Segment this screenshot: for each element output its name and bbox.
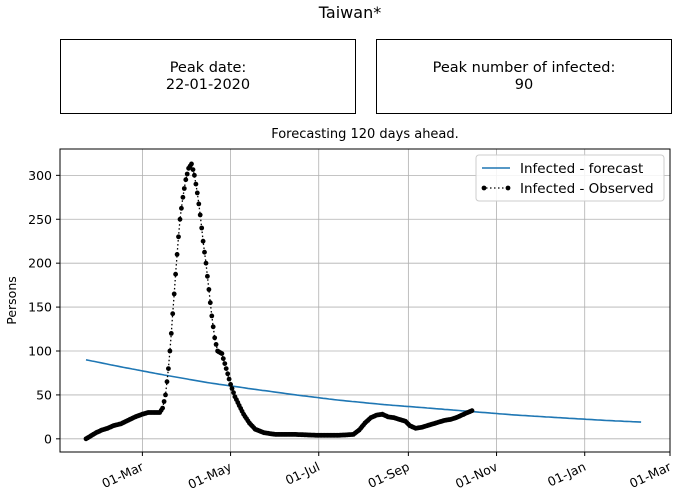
observed-point <box>164 379 170 385</box>
observed-point <box>177 216 183 222</box>
observed-point <box>176 234 181 240</box>
observed-point <box>194 190 200 196</box>
observed-point <box>174 252 180 257</box>
plot-frame <box>59 148 671 453</box>
observed-point <box>160 405 166 411</box>
observed-point <box>202 249 207 255</box>
peak-date-value: 22-01-2020 <box>165 76 251 93</box>
observed-point <box>197 212 203 218</box>
observed-point <box>171 291 177 297</box>
observed-point <box>222 361 228 366</box>
observed-point <box>179 205 184 211</box>
y-tick-label: 250 <box>28 212 52 227</box>
legend-entry-observed: Infected - Observed <box>520 181 654 197</box>
y-tick-label: 150 <box>28 300 52 315</box>
peak-date-box: Peak date: 22-01-2020 <box>60 39 356 114</box>
chart-subtitle: Forecasting 120 days ahead. <box>271 127 459 142</box>
observed-point <box>213 342 219 347</box>
observed-point <box>192 172 197 178</box>
legend-entry-forecast: Infected - forecast <box>520 161 643 177</box>
observed-point <box>228 382 234 387</box>
observed-point <box>170 311 176 317</box>
peak-number-value: 90 <box>514 76 534 93</box>
observed-point <box>200 238 206 244</box>
observed-point <box>161 399 167 404</box>
peak-number-box: Peak number of infected: 90 <box>376 39 672 114</box>
observed-point <box>205 273 210 279</box>
observed-point <box>189 161 194 167</box>
observed-point <box>166 366 171 371</box>
series-observed-line <box>85 162 473 440</box>
observed-point <box>206 287 212 292</box>
x-tick-label: 01-May <box>186 459 235 492</box>
x-tick-label: 01-Jan <box>545 459 588 490</box>
observed-point <box>184 171 190 177</box>
series-forecast-line <box>85 359 642 423</box>
observed-point <box>196 201 202 207</box>
observed-point <box>193 181 199 187</box>
observed-point <box>220 356 226 361</box>
x-tick-label: 01-Mar <box>99 458 146 491</box>
y-tick-label: 0 <box>44 431 52 446</box>
observed-point <box>209 313 215 319</box>
observed-point <box>163 392 168 398</box>
observed-point <box>223 366 229 371</box>
y-tick-label: 50 <box>36 387 52 402</box>
observed-point <box>167 348 173 354</box>
observed-point <box>210 324 216 330</box>
legend: Infected - forecast Infected - Observed <box>475 154 665 202</box>
observed-point <box>180 194 186 200</box>
observed-point <box>469 408 475 414</box>
y-axis-label: Persons <box>4 276 19 325</box>
observed-point <box>225 371 231 377</box>
observed-point <box>219 351 225 356</box>
observed-point <box>173 271 179 277</box>
figure-title: Taiwan* <box>318 3 382 22</box>
y-tick-label: 300 <box>28 168 52 183</box>
observed-point <box>229 386 235 391</box>
observed-point <box>168 331 174 336</box>
y-tick-label: 100 <box>28 344 52 359</box>
axis-ticks: 01-Mar 01-May 01-Jul 01-Sep 01-Nov 01-Jan 01-M… <box>28 168 674 492</box>
observed-point <box>207 300 213 306</box>
x-tick-label: 01-Jul <box>283 459 322 488</box>
x-tick-label: 01-Nov <box>453 459 500 492</box>
observed-point <box>183 177 189 183</box>
observed-point <box>190 167 196 173</box>
x-tick-label: 01-Sep <box>365 459 411 491</box>
legend-marker-observed <box>505 185 511 191</box>
y-tick-label: 200 <box>28 256 52 271</box>
observed-point <box>226 376 232 382</box>
observed-point <box>212 335 218 341</box>
grid <box>60 149 671 452</box>
peak-number-label: Peak number of infected: <box>432 59 616 76</box>
observed-point <box>203 260 209 266</box>
x-tick-label: 01-Mar <box>627 458 674 491</box>
observed-point <box>199 225 205 231</box>
observed-point <box>181 186 187 191</box>
peak-date-label: Peak date: <box>169 59 247 76</box>
legend-marker-observed <box>481 185 487 191</box>
legend-box <box>475 154 665 202</box>
plot-data <box>83 161 642 442</box>
observed-point <box>231 390 236 395</box>
